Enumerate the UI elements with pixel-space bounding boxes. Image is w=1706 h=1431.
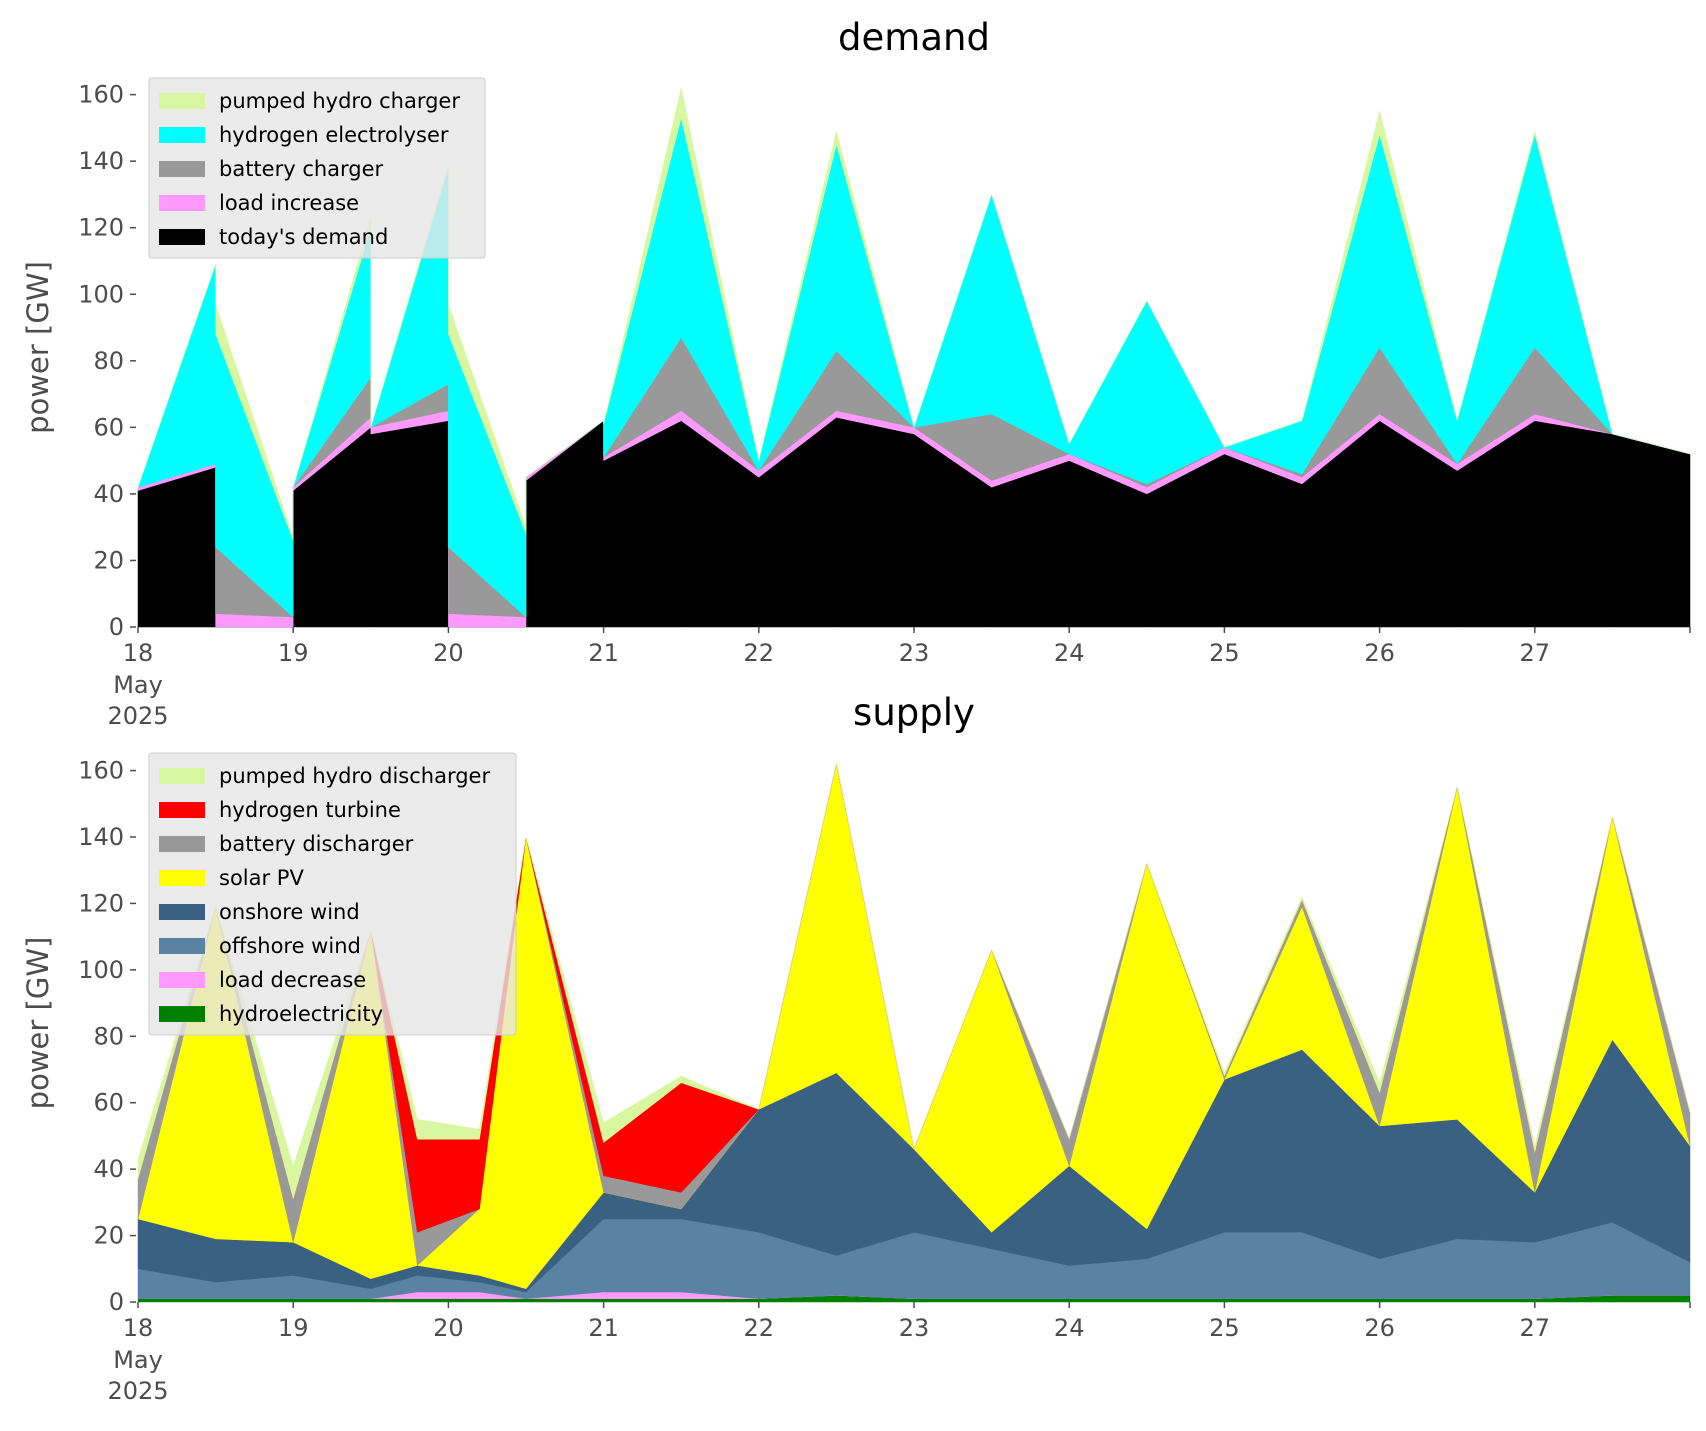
legend-label: load decrease (219, 968, 366, 992)
y-tick-label: 140 (78, 147, 124, 175)
x-tick-label: 19 (278, 639, 309, 667)
x-tick-label: 27 (1520, 639, 1551, 667)
legend-swatch (159, 972, 205, 988)
x-tick-label: 21 (588, 1314, 619, 1342)
legend-label: hydrogen electrolyser (219, 123, 449, 147)
legend-label: onshore wind (219, 900, 360, 924)
legend-item-pumped-hydro-discharger: pumped hydro discharger (159, 764, 490, 788)
legend-item-battery-charger: battery charger (159, 157, 384, 181)
legend-item-load-increase: load increase (159, 191, 359, 215)
x-tick-label: 24 (1054, 639, 1085, 667)
x-tick-label: 18 (123, 639, 154, 667)
y-tick-label: 160 (78, 81, 124, 109)
x-tick-sublabel: May (113, 671, 163, 699)
y-tick-label: 60 (93, 1089, 124, 1117)
legend-swatch (159, 93, 205, 109)
legend-swatch (159, 802, 205, 818)
x-tick-label: 21 (588, 639, 619, 667)
demand-panel: demand power [GW] 0 20 40 60 80 100 120 140 160 18 1… (21, 16, 1691, 730)
legend-swatch (159, 229, 205, 245)
x-tick-label: 20 (433, 639, 464, 667)
x-tick-label: 24 (1054, 1314, 1085, 1342)
legend: pumped hydro charger hydrogen electrolyse… (148, 77, 486, 259)
y-tick-label: 20 (93, 1222, 124, 1250)
y-tick-label: 0 (109, 1288, 124, 1316)
legend-swatch (159, 938, 205, 954)
x-tick-sublabel: May (113, 1346, 163, 1374)
legend-item-hydrogen-electrolyser: hydrogen electrolyser (159, 123, 449, 147)
legend-label: battery discharger (219, 832, 414, 856)
stacked-areas (137, 763, 1691, 1303)
y-tick-label: 140 (78, 823, 124, 851)
legend-swatch (159, 870, 205, 886)
legend-swatch (159, 836, 205, 852)
y-tick-label: 60 (93, 413, 124, 441)
legend-item-load-decrease: load decrease (159, 968, 366, 992)
y-tick-label: 0 (109, 613, 124, 641)
x-tick-label: 27 (1520, 1314, 1551, 1342)
legend-item-onshore-wind: onshore wind (159, 900, 360, 924)
x-tick-label: 25 (1209, 639, 1240, 667)
legend-swatch (159, 1006, 205, 1022)
x-tick-label: 26 (1364, 639, 1395, 667)
legend-swatch (159, 195, 205, 211)
area-pumped-hydro-discharger (137, 763, 1691, 1200)
legend-swatch (159, 768, 205, 784)
x-tick-label: 22 (744, 1314, 775, 1342)
x-tick-sublabel: 2025 (107, 1377, 168, 1405)
legend-item-hydroelectricity: hydroelectricity (159, 1002, 383, 1026)
supply-panel: supply power [GW] 0 20 40 60 80 100 120 140 160 18 1… (21, 691, 1691, 1405)
y-tick-label: 100 (78, 280, 124, 308)
legend-item-solar-pv: solar PV (159, 866, 304, 890)
legend-item-hydrogen-turbine: hydrogen turbine (159, 798, 401, 822)
legend: pumped hydro discharger hydrogen turbine b… (148, 752, 517, 1036)
area-pumped-hydro-charger (137, 87, 1691, 541)
legend-box (148, 752, 517, 1036)
legend-label: pumped hydro charger (219, 89, 460, 113)
legend-label: battery charger (219, 157, 384, 181)
y-tick-label: 20 (93, 546, 124, 574)
y-tick-label: 120 (78, 889, 124, 917)
y-tick-label: 80 (93, 1022, 124, 1050)
y-tick-label: 100 (78, 956, 124, 984)
chart-title: supply (853, 691, 975, 734)
legend-item-today-s-demand: today's demand (159, 225, 388, 249)
legend-swatch (159, 904, 205, 920)
legend-label: load increase (219, 191, 359, 215)
y-tick-label: 80 (93, 347, 124, 375)
x-tick-label: 26 (1364, 1314, 1395, 1342)
legend-label: today's demand (219, 225, 388, 249)
y-axis-label: power [GW] (21, 261, 55, 434)
x-tick-label: 22 (744, 639, 775, 667)
legend-box (148, 77, 486, 259)
x-tick-label: 18 (123, 1314, 154, 1342)
legend-label: pumped hydro discharger (219, 764, 490, 788)
legend-label: hydroelectricity (219, 1002, 383, 1026)
stacked-areas (137, 87, 1691, 628)
y-axis-label: power [GW] (21, 937, 55, 1110)
y-tick-label: 120 (78, 214, 124, 242)
legend-item-battery-discharger: battery discharger (159, 832, 414, 856)
x-tick-label: 25 (1209, 1314, 1240, 1342)
y-tick-label: 160 (78, 757, 124, 785)
chart-title: demand (838, 16, 990, 59)
legend-label: offshore wind (219, 934, 361, 958)
x-tick-sublabel: 2025 (107, 702, 168, 730)
legend-label: hydrogen turbine (219, 798, 401, 822)
y-tick-label: 40 (93, 1155, 124, 1183)
legend-item-offshore-wind: offshore wind (159, 934, 361, 958)
y-tick-label: 40 (93, 480, 124, 508)
x-tick-label: 23 (899, 1314, 930, 1342)
legend-swatch (159, 127, 205, 143)
x-tick-label: 19 (278, 1314, 309, 1342)
legend-swatch (159, 161, 205, 177)
x-tick-label: 23 (899, 639, 930, 667)
legend-item-pumped-hydro-charger: pumped hydro charger (159, 89, 460, 113)
x-tick-label: 20 (433, 1314, 464, 1342)
legend-label: solar PV (219, 866, 304, 890)
